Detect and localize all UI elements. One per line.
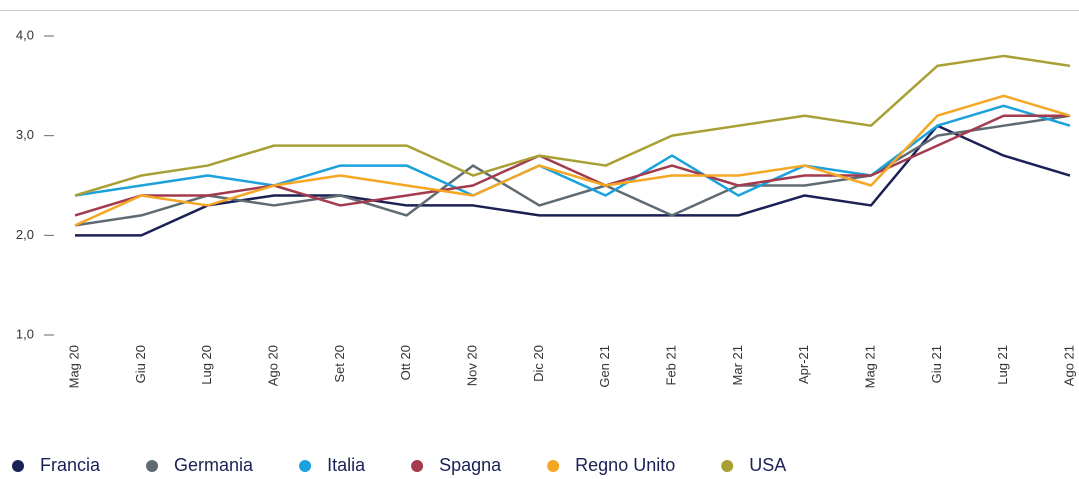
x-tick-label: Ago 21 (1061, 345, 1076, 386)
x-tick-label: Feb 21 (663, 345, 678, 385)
x-tick-label: Giu 20 (133, 345, 148, 383)
legend-label: Italia (327, 455, 366, 475)
y-tick-label: 3,0 (16, 127, 34, 142)
x-tick-label: Mar 21 (730, 345, 745, 385)
x-tick-label: Ott 20 (398, 345, 413, 380)
x-tick-label: Giu 21 (929, 345, 944, 383)
x-tick-label: Mag 21 (862, 345, 877, 388)
x-tick-label: Mag 20 (66, 345, 81, 388)
series-line (74, 104, 1071, 197)
x-tick-label: Ago 20 (265, 345, 280, 386)
series-line (74, 114, 1071, 227)
legend-marker (721, 460, 734, 472)
legend-label: Francia (40, 455, 101, 475)
series-line (74, 114, 1070, 217)
x-tick-label: Apr-21 (796, 345, 811, 384)
legend-label: Germania (174, 455, 254, 475)
x-tick-label: Lug 21 (995, 345, 1010, 385)
y-tick-label: 1,0 (16, 326, 34, 341)
x-tick-label: Lug 20 (199, 345, 214, 385)
legend-label: Spagna (439, 455, 502, 475)
legend-marker (411, 460, 424, 472)
x-tick-label: Set 20 (332, 345, 347, 383)
legend-label: Regno Unito (575, 455, 675, 475)
legend-marker (146, 460, 159, 472)
series-line (74, 54, 1071, 197)
legend-marker (12, 460, 24, 472)
y-tick-label: 4,0 (16, 27, 34, 42)
x-tick-label: Dic 20 (531, 345, 546, 382)
x-tick-label: Gen 21 (597, 345, 612, 388)
series-line (74, 94, 1071, 227)
y-tick-label: 2,0 (16, 227, 34, 242)
x-tick-label: Nov 20 (464, 345, 479, 386)
legend-marker (547, 460, 560, 472)
legend-marker (299, 460, 312, 472)
legend-label: USA (749, 455, 786, 475)
